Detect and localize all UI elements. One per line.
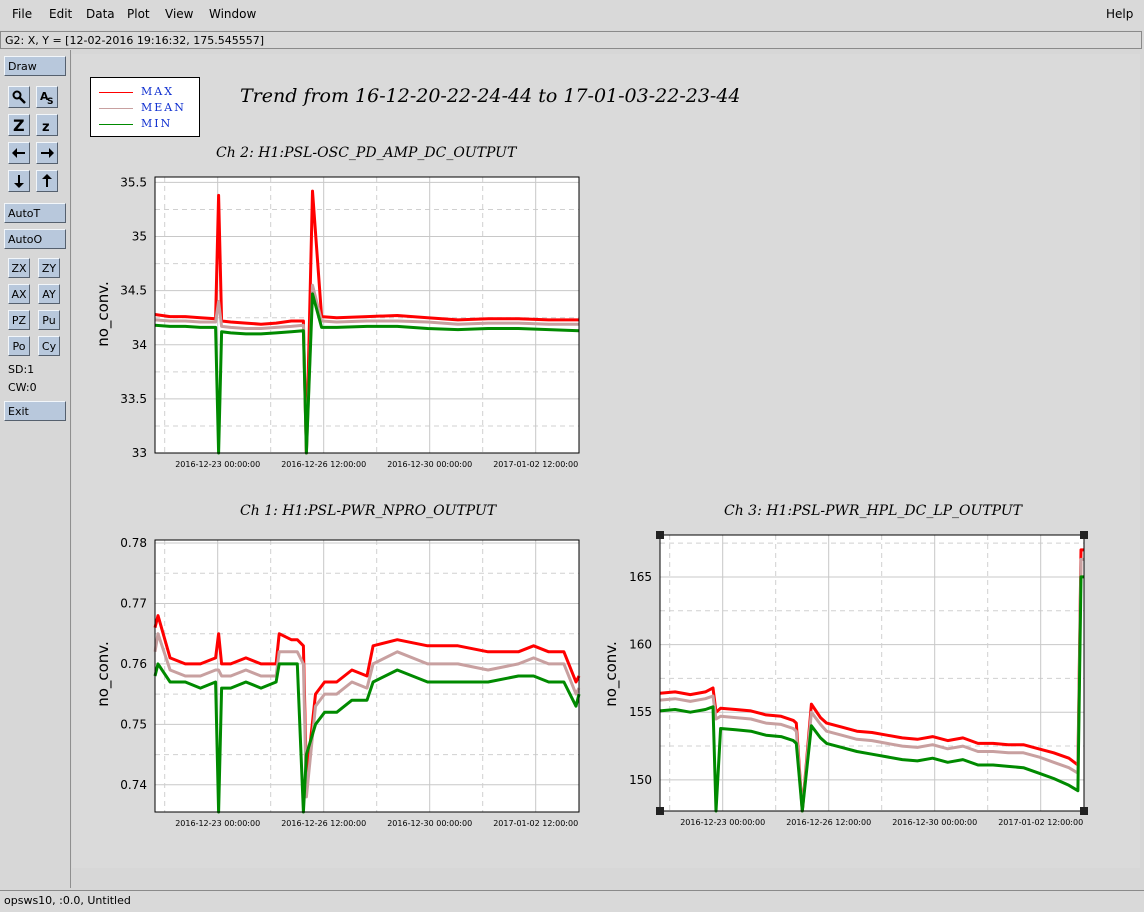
pan-down-icon[interactable] xyxy=(8,170,30,192)
menu-window[interactable]: Window xyxy=(209,7,257,21)
x-tick-label: 2016-12-26 12:00:00 xyxy=(281,819,366,828)
selection-handle[interactable] xyxy=(1080,807,1088,815)
menu-bar: File Edit Data Plot View Window Help xyxy=(0,0,1144,30)
x-tick-label: 2017-01-02 12:00:00 xyxy=(493,819,578,828)
auto-o-button[interactable]: AutoO xyxy=(4,229,66,249)
x-tick-label: 2016-12-30 00:00:00 xyxy=(387,819,472,828)
zoom-out-icon[interactable]: z xyxy=(36,114,58,136)
plot-area xyxy=(660,535,1084,811)
legend-item-min: MIN xyxy=(91,117,199,133)
magnify-icon[interactable] xyxy=(8,86,30,108)
series-line-min xyxy=(154,292,580,455)
cw-readout: CW:0 xyxy=(8,381,37,394)
legend-label-mean: MEAN xyxy=(141,101,186,114)
zx-button[interactable]: ZX xyxy=(8,258,30,278)
legend: MAX MEAN MIN xyxy=(90,77,200,137)
svg-text:Z: Z xyxy=(13,117,25,133)
chart-title-ch3: Ch 3: H1:PSL-PWR_HPL_DC_LP_OUTPUT xyxy=(724,503,1022,519)
menu-file[interactable]: File xyxy=(12,7,33,21)
zy-button[interactable]: ZY xyxy=(38,258,60,278)
series-line-mean xyxy=(153,632,581,799)
x-tick-label: 2016-12-23 00:00:00 xyxy=(680,818,765,827)
plot-ch1[interactable]: 0.74 0.75 0.76 0.77 0.78 2016-12-23 00:00:00 2… xyxy=(100,528,600,838)
x-tick-label: 2016-12-23 00:00:00 xyxy=(175,819,260,828)
y-tick-label: 33.5 xyxy=(120,392,147,406)
y-tick-label: 35.5 xyxy=(120,175,147,189)
y-tick-label: 34.5 xyxy=(120,284,147,298)
legend-label-min: MIN xyxy=(141,117,173,130)
x-tick-label: 2016-12-26 12:00:00 xyxy=(281,460,366,469)
draw-button[interactable]: Draw xyxy=(4,56,66,76)
legend-item-max: MAX xyxy=(91,85,199,101)
y-tick-label: 160 xyxy=(629,638,652,652)
status-bar: opsws10, :0.0, Untitled xyxy=(0,890,1144,912)
auto-t-button[interactable]: AutoT xyxy=(4,203,66,223)
cy-button[interactable]: Cy xyxy=(38,336,60,356)
exit-button[interactable]: Exit xyxy=(4,401,66,421)
legend-swatch-mean xyxy=(99,108,133,109)
svg-text:S: S xyxy=(47,97,53,105)
series-line-min xyxy=(153,662,581,814)
y-tick-label: 0.75 xyxy=(120,717,147,731)
po-button[interactable]: Po xyxy=(8,336,30,356)
x-tick-label: 2016-12-30 00:00:00 xyxy=(387,460,472,469)
y-tick-label: 33 xyxy=(132,446,147,460)
menu-help[interactable]: Help xyxy=(1106,7,1134,21)
menu-view[interactable]: View xyxy=(165,7,194,21)
plot-frame xyxy=(659,534,1085,812)
chart-title-ch2: Ch 2: H1:PSL-OSC_PD_AMP_DC_OUTPUT xyxy=(216,145,517,161)
pan-up-icon[interactable] xyxy=(36,170,58,192)
ax-button[interactable]: AX xyxy=(8,284,30,304)
legend-swatch-min xyxy=(99,124,133,125)
legend-item-mean: MEAN xyxy=(91,101,199,117)
plot-ch3[interactable]: 150 155 160 165 2016-12-23 00:00:00 2016-12-2… xyxy=(610,528,1110,838)
series-line-max xyxy=(659,548,1084,813)
menu-data[interactable]: Data xyxy=(86,7,115,21)
y-tick-label: 0.77 xyxy=(120,596,147,610)
gridlines xyxy=(155,540,579,812)
selection-handle[interactable] xyxy=(656,531,664,539)
x-tick-label: 2016-12-26 12:00:00 xyxy=(786,818,871,827)
legend-label-max: MAX xyxy=(141,85,175,98)
y-tick-label: 165 xyxy=(629,570,652,584)
y-tick-label: 35 xyxy=(132,230,147,244)
selection-handle[interactable] xyxy=(656,807,664,815)
coordinate-readout: G2: X, Y = [12-02-2016 19:16:32, 175.545… xyxy=(0,31,1142,49)
svg-text:z: z xyxy=(42,120,50,133)
pu-button[interactable]: Pu xyxy=(38,310,60,330)
ay-button[interactable]: AY xyxy=(38,284,60,304)
x-tick-label: 2016-12-23 00:00:00 xyxy=(175,460,260,469)
y-tick-label: 150 xyxy=(629,773,652,787)
series-line-mean xyxy=(659,557,1084,813)
plot-area xyxy=(155,177,579,453)
x-tick-label: 2016-12-30 00:00:00 xyxy=(892,818,977,827)
plot-ch2[interactable]: 33 33.5 34 34.5 35 35.5 2016-12-23 00:00:00 201… xyxy=(100,170,600,480)
svg-text:A: A xyxy=(40,90,49,103)
pan-right-icon[interactable] xyxy=(36,142,58,164)
menu-plot[interactable]: Plot xyxy=(127,7,150,21)
y-tick-label: 155 xyxy=(629,705,652,719)
legend-swatch-max xyxy=(99,92,133,93)
series-line-mean xyxy=(154,283,579,455)
plot-frame xyxy=(154,176,580,454)
x-tick-label: 2017-01-02 12:00:00 xyxy=(998,818,1083,827)
y-tick-label: 0.74 xyxy=(120,778,147,792)
y-tick-label: 0.78 xyxy=(120,536,147,550)
gridlines xyxy=(660,535,1084,811)
y-tick-label: 34 xyxy=(132,338,147,352)
x-tick-label: 2017-01-02 12:00:00 xyxy=(493,460,578,469)
selection-handle[interactable] xyxy=(1080,531,1088,539)
y-tick-label: 0.76 xyxy=(120,657,147,671)
menu-edit[interactable]: Edit xyxy=(49,7,73,21)
zoom-in-icon[interactable]: Z xyxy=(8,114,30,136)
series-line-min xyxy=(659,575,1084,813)
plot-frame xyxy=(154,539,580,813)
trend-title: Trend from 16-12-20-22-24-44 to 17-01-03… xyxy=(240,85,741,107)
pz-button[interactable]: PZ xyxy=(8,310,30,330)
pan-left-icon[interactable] xyxy=(8,142,30,164)
chart-title-ch1: Ch 1: H1:PSL-PWR_NPRO_OUTPUT xyxy=(240,503,497,519)
sd-readout: SD:1 xyxy=(8,363,35,376)
